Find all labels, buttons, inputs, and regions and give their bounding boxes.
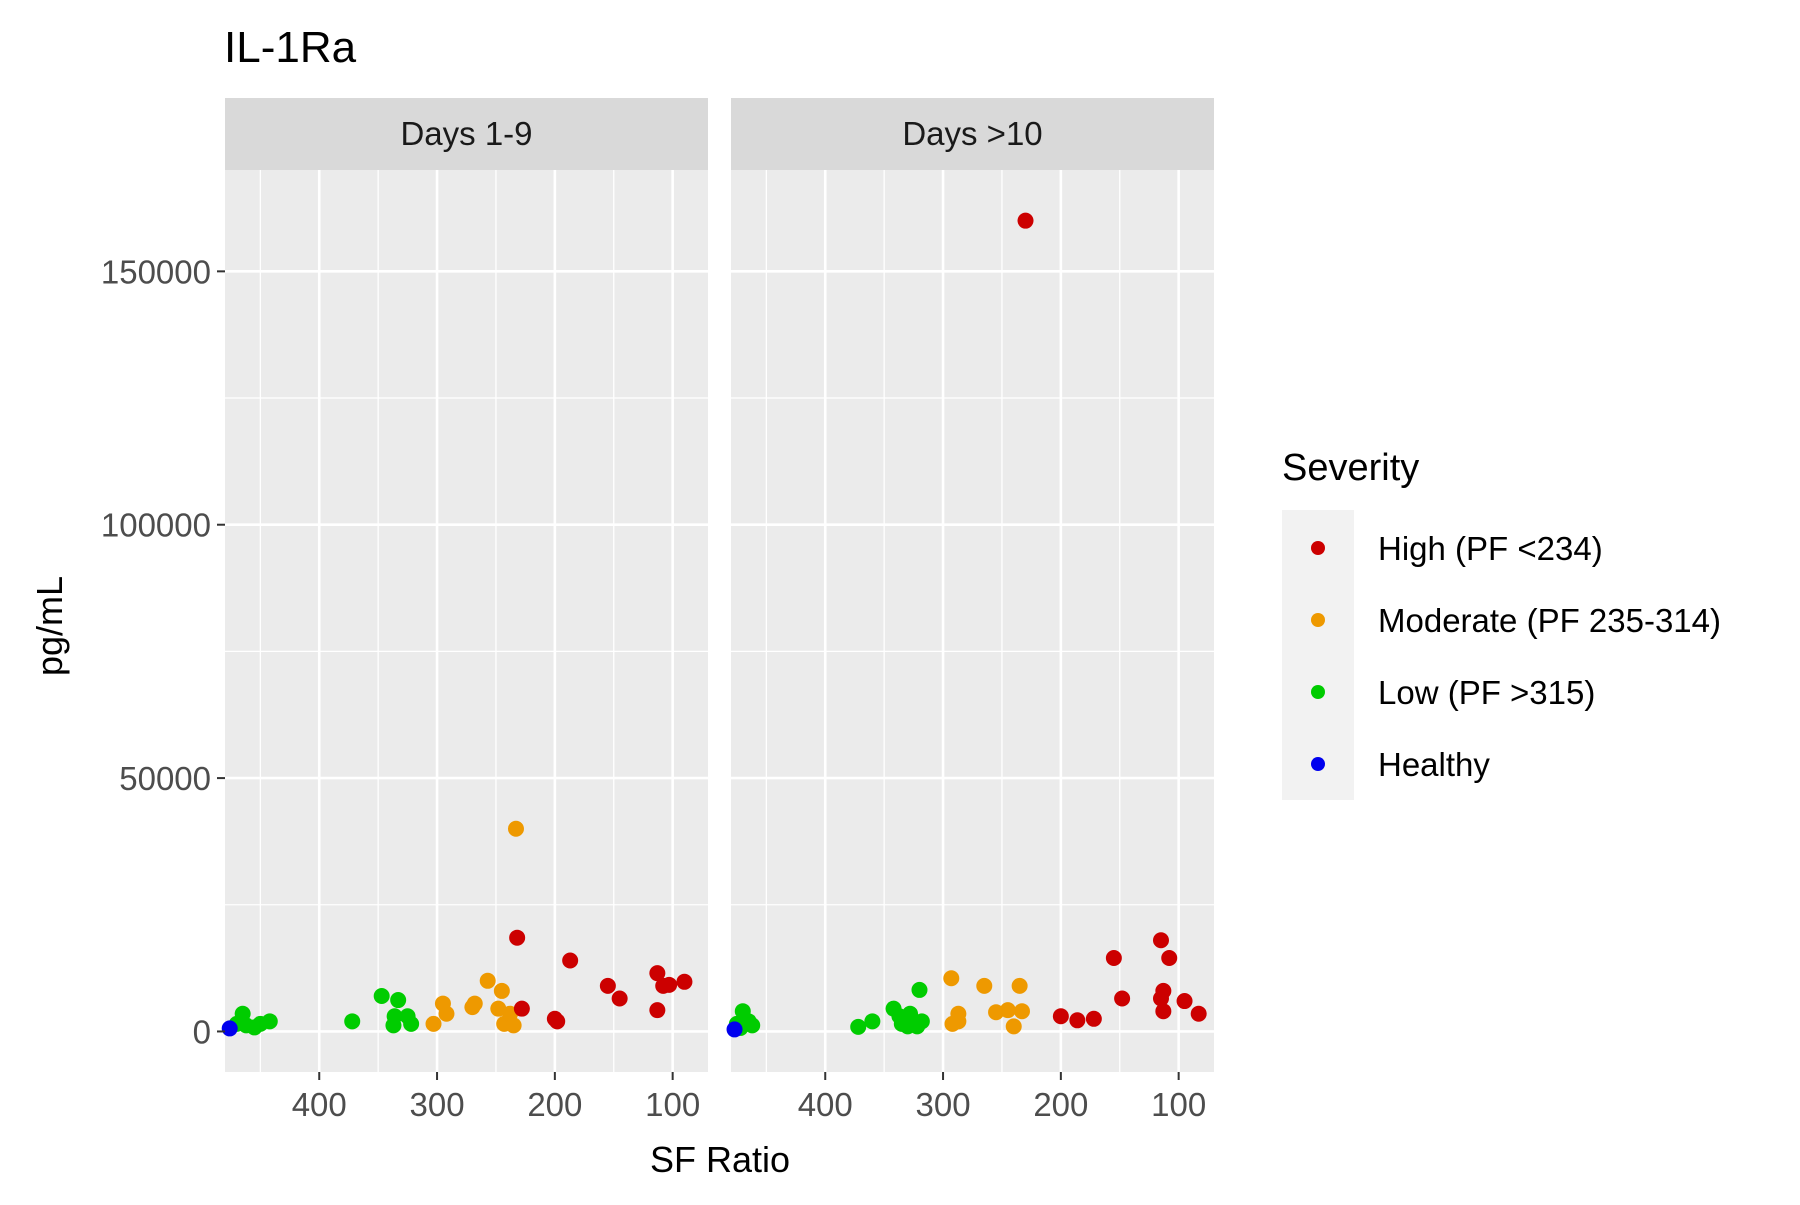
- data-point-low: [261, 1013, 278, 1030]
- y-tick-label: 50000: [119, 760, 211, 797]
- data-point-high: [1052, 1008, 1069, 1025]
- data-point-moderate: [999, 1002, 1016, 1019]
- x-tick-label: 300: [916, 1086, 971, 1123]
- data-point-low: [911, 981, 928, 998]
- legend-label-low: Low (PF >315): [1378, 674, 1595, 711]
- data-point-moderate: [479, 972, 496, 989]
- data-point-moderate: [425, 1015, 442, 1032]
- data-point-low: [902, 1005, 919, 1022]
- data-point-moderate: [1005, 1018, 1022, 1035]
- x-tick-label: 400: [292, 1086, 347, 1123]
- panel-2: Days >10 400 300 200 100: [726, 98, 1214, 1123]
- legend-entries: High (PF <234) Moderate (PF 235-314) Low (…: [1311, 530, 1721, 783]
- legend: Severity High (PF <234) Moderate (PF 235-…: [1282, 447, 1721, 800]
- data-point-high: [599, 977, 616, 994]
- x-tick-label: 100: [645, 1086, 700, 1123]
- facet-strip-label: Days >10: [902, 115, 1042, 152]
- x-tick-label: 100: [1151, 1086, 1206, 1123]
- legend-title: Severity: [1282, 447, 1419, 489]
- panel-background: [225, 170, 708, 1072]
- legend-label-healthy: Healthy: [1378, 746, 1490, 783]
- data-point-low: [864, 1013, 881, 1030]
- y-axis-label: pg/mL: [29, 576, 70, 676]
- data-point-high: [1152, 932, 1169, 949]
- data-point-high: [513, 1000, 530, 1017]
- data-point-moderate: [438, 1005, 455, 1022]
- data-point-high: [649, 1002, 666, 1019]
- x-tick-label: 400: [798, 1086, 853, 1123]
- data-point-moderate: [988, 1004, 1005, 1021]
- data-point-low: [850, 1018, 867, 1035]
- data-point-high: [1105, 949, 1122, 966]
- legend-key-moderate: [1311, 613, 1325, 627]
- y-axis: 0 50000 100000 150000: [101, 253, 225, 1050]
- data-point-moderate: [1011, 977, 1028, 994]
- y-tick-label: 150000: [101, 253, 211, 290]
- data-point-moderate: [943, 970, 960, 987]
- legend-key-high: [1311, 541, 1325, 555]
- data-point-low: [344, 1013, 361, 1030]
- legend-key-background: [1282, 510, 1354, 800]
- data-point-low: [373, 987, 390, 1004]
- data-point-high: [1161, 949, 1178, 966]
- data-point-moderate: [505, 1017, 522, 1034]
- data-point-high: [1017, 212, 1034, 229]
- chart-title: IL-1Ra: [224, 23, 357, 72]
- data-point-high: [1176, 993, 1193, 1010]
- data-point-healthy: [221, 1020, 238, 1037]
- legend-label-high: High (PF <234): [1378, 530, 1603, 567]
- data-point-moderate: [976, 977, 993, 994]
- data-point-low: [909, 1018, 926, 1035]
- data-point-high: [1114, 990, 1131, 1007]
- data-point-low: [403, 1015, 420, 1032]
- y-tick-label: 0: [193, 1013, 211, 1050]
- data-point-low: [390, 992, 407, 1009]
- x-axis-label: SF Ratio: [650, 1139, 790, 1180]
- data-point-low: [385, 1017, 402, 1034]
- data-point-high: [546, 1010, 563, 1027]
- facet-strip-label: Days 1-9: [400, 115, 532, 152]
- legend-key-low: [1311, 685, 1325, 699]
- data-point-moderate: [464, 999, 481, 1016]
- panel-background: [731, 170, 1214, 1072]
- data-point-high: [1069, 1012, 1086, 1029]
- data-point-high: [562, 952, 579, 969]
- y-tick-label: 100000: [101, 507, 211, 544]
- data-point-high: [611, 990, 628, 1007]
- data-point-moderate: [1013, 1003, 1030, 1020]
- legend-label-moderate: Moderate (PF 235-314): [1378, 602, 1721, 639]
- data-point-high: [1152, 990, 1169, 1007]
- facet-strip: [731, 98, 1214, 170]
- panel-1: Days 1-9 400 300 200 100: [221, 98, 708, 1123]
- data-point-high: [661, 976, 678, 993]
- data-point-high: [676, 973, 693, 990]
- data-point-high: [1190, 1005, 1207, 1022]
- data-point-high: [509, 929, 526, 946]
- data-point-high: [649, 965, 666, 982]
- facet-strip: [225, 98, 708, 170]
- x-tick-label: 200: [1033, 1086, 1088, 1123]
- legend-key-healthy: [1311, 757, 1325, 771]
- data-point-moderate: [507, 820, 524, 837]
- data-point-moderate: [944, 1015, 961, 1032]
- data-point-healthy: [726, 1021, 743, 1038]
- data-point-high: [1155, 1003, 1172, 1020]
- data-point-high: [1085, 1010, 1102, 1027]
- data-point-moderate: [493, 982, 510, 999]
- x-tick-label: 200: [527, 1086, 582, 1123]
- x-tick-label: 300: [410, 1086, 465, 1123]
- panels-layer: Days 1-9 400 300 200 100 Days >10 400 300 200 100…: [101, 98, 1214, 1123]
